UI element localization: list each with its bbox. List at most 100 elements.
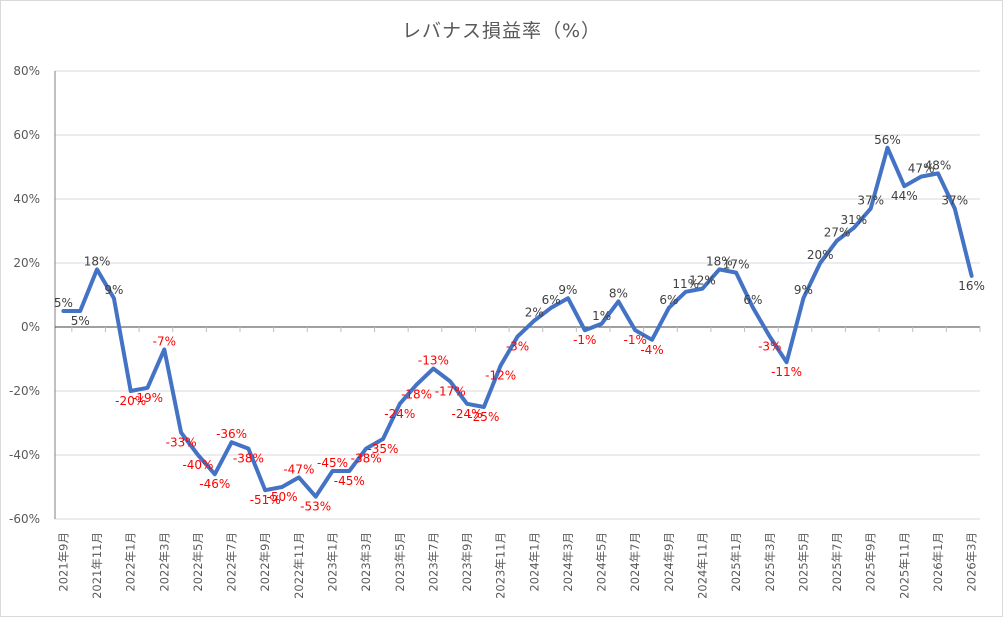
data-label: -45% [317,456,348,470]
data-label: 5% [54,296,73,310]
chart-title: レバナス損益率（%） [401,20,602,42]
y-tick-label: -20% [9,384,40,398]
x-tick-label: 2023年3月 [359,532,373,592]
data-label: 6% [743,293,762,307]
data-label: -7% [153,334,176,348]
data-label: 37% [857,194,884,208]
data-label: 5% [71,314,90,328]
data-label: -33% [166,436,197,450]
y-tick-label: 20% [13,256,40,270]
data-label: -25% [468,410,499,424]
x-tick-label: 2024年7月 [628,532,642,592]
x-tick-label: 2021年9月 [56,532,70,592]
data-label: 6% [542,293,561,307]
x-tick-label: 2023年11月 [494,532,508,599]
data-label: 9% [104,283,123,297]
data-label: 27% [824,226,851,240]
x-tick-label: 2022年5月 [191,532,205,592]
data-label: -40% [182,458,213,472]
x-tick-label: 2024年5月 [595,532,609,592]
y-tick-label: 80% [13,64,40,78]
data-label: 12% [689,274,716,288]
data-label: -24% [384,407,415,421]
series-line [61,145,974,499]
data-label: -20% [115,394,146,408]
data-label: 8% [609,286,628,300]
y-tick-label: 60% [13,128,40,142]
data-label: 37% [941,194,968,208]
data-label: -1% [573,333,596,347]
data-label: -38% [351,452,382,466]
data-label: -24% [452,407,483,421]
x-tick-label: 2023年5月 [393,532,407,592]
data-label: 56% [874,133,901,147]
y-axis: 80% 60% 40% 20% 0% -20% -40% -60% [9,64,980,526]
x-tick-label: 2026年3月 [965,532,979,592]
x-tick-label: 2022年11月 [292,532,306,599]
x-axis: 2021年9月 2021年11月 2022年1月 2022年3月 2022年5月 2022… [56,327,981,599]
data-label: 16% [958,279,985,293]
data-label: -19% [132,391,163,405]
y-tick-label: 40% [13,192,40,206]
data-label: -3% [758,340,781,354]
data-label: -35% [367,442,398,456]
x-tick-label: 2021年11月 [90,532,104,599]
data-label: -50% [267,490,298,504]
x-tick-label: 2024年3月 [561,532,575,592]
x-tick-label: 2025年5月 [796,532,810,592]
x-tick-label: 2025年9月 [864,532,878,592]
x-tick-label: 2023年7月 [426,532,440,592]
x-tick-label: 2025年3月 [763,532,777,592]
data-label: -47% [283,462,314,476]
x-tick-label: 2025年7月 [830,532,844,592]
data-label: 48% [925,158,952,172]
x-tick-label: 2023年9月 [460,532,474,592]
x-tick-label: 2024年9月 [662,532,676,592]
data-label: -12% [485,368,516,382]
data-label: -3% [506,340,529,354]
x-tick-label: 2022年1月 [124,532,138,592]
x-tick-label: 2022年9月 [258,532,272,592]
data-label: 2% [525,306,544,320]
x-tick-label: 2024年1月 [527,532,541,592]
data-label: -13% [418,354,449,368]
data-label: -11% [771,365,802,379]
data-label: -38% [233,452,264,466]
data-label: -17% [435,384,466,398]
x-tick-label: 2022年3月 [157,532,171,592]
x-tick-label: 2023年1月 [326,532,340,592]
data-label: 47% [908,162,935,176]
data-label: -45% [334,474,365,488]
data-label: -1% [624,333,647,347]
data-label: 20% [807,248,834,262]
data-label: -18% [401,388,432,402]
data-label: 6% [659,293,678,307]
x-tick-label: 2024年11月 [696,532,710,599]
gridlines [55,70,980,520]
data-label: 44% [891,189,918,203]
data-label: -36% [216,427,247,441]
data-label: 31% [841,213,868,227]
data-labels: 5% 5% 18% 9% -20%-19% -7% -33% -40% -46% -36% -38%… [54,133,985,514]
data-label: 11% [672,277,699,291]
data-series [61,145,974,499]
data-label: -53% [300,500,331,514]
x-tick-label: 2025年11月 [897,532,911,599]
data-label: 17% [723,258,750,272]
data-label: 18% [706,254,733,268]
y-tick-label: 0% [21,320,40,334]
y-tick-label: -60% [9,512,40,526]
data-label: -46% [199,477,230,491]
x-tick-label: 2022年7月 [225,532,239,592]
data-label: 1% [592,309,611,323]
data-label: -4% [640,343,663,357]
data-label: 9% [558,283,577,297]
y-tick-label: -40% [9,448,40,462]
data-label: 18% [84,254,111,268]
x-tick-label: 2026年1月 [931,532,945,592]
data-label: 9% [794,283,813,297]
data-label: -51% [250,493,281,507]
x-tick-label: 2025年1月 [729,532,743,592]
